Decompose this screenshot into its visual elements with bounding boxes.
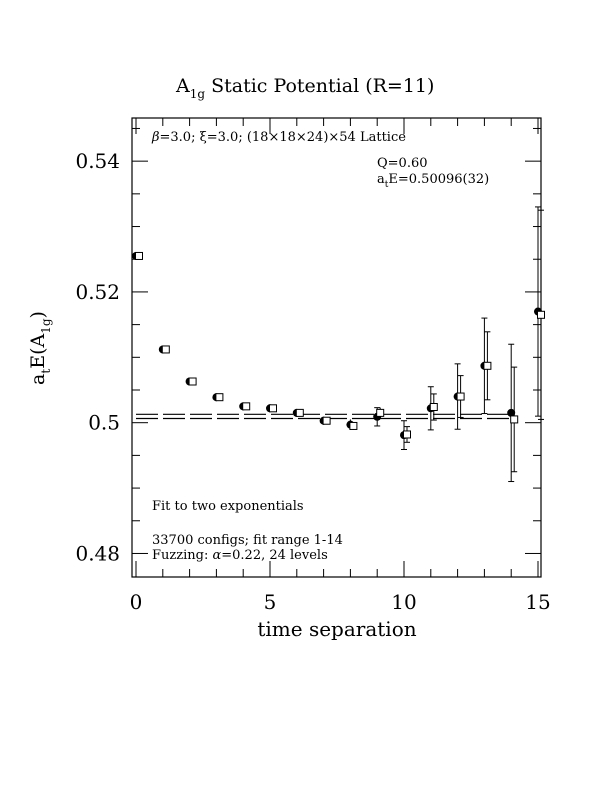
energy-annotation: atE=0.50096(32) — [377, 172, 489, 190]
y-tick-label: 0.54 — [75, 149, 120, 173]
data-point-square — [404, 431, 411, 438]
x-tick-label: 10 — [391, 590, 416, 614]
configs-annotation: 33700 configs; fit range 1-14 — [152, 533, 343, 548]
data-point-square — [270, 405, 277, 412]
data-point-square — [323, 417, 330, 424]
x-axis-label: time separation — [257, 617, 416, 641]
data-point-square — [162, 346, 169, 353]
x-tick-label: 0 — [130, 590, 143, 614]
series-open-squares — [136, 210, 545, 472]
x-tick-label: 15 — [525, 590, 550, 614]
fuzzing-annotation: Fuzzing: α=0.22, 24 levels — [152, 548, 328, 563]
fit-description: Fit to two exponentials — [152, 499, 304, 514]
data-point-square — [430, 404, 437, 411]
data-point-square — [136, 252, 143, 259]
data-point-square — [377, 409, 384, 416]
data-point-square — [296, 409, 303, 416]
lattice-annotation: β=3.0; ξ=3.0; (18×18×24)×54 Lattice — [151, 130, 406, 145]
x-tick-label: 5 — [264, 590, 277, 614]
series-filled-circles — [132, 207, 542, 482]
data-point-square — [538, 311, 545, 318]
y-tick-label: 0.52 — [75, 280, 120, 304]
data-point-square — [243, 403, 250, 410]
y-tick-label: 0.5 — [88, 411, 120, 435]
y-tick-label: 0.48 — [75, 541, 120, 565]
data-point-square — [457, 393, 464, 400]
chart-title: A1g Static Potential (R=11) — [175, 75, 434, 101]
data-point-square — [189, 378, 196, 385]
data-point-square — [511, 416, 518, 423]
q-annotation: Q=0.60 — [377, 156, 428, 171]
data-point-square — [216, 394, 223, 401]
data-point-square — [484, 362, 491, 369]
y-axis-label: atE(A1g) — [27, 311, 53, 385]
data-point-square — [350, 422, 357, 429]
